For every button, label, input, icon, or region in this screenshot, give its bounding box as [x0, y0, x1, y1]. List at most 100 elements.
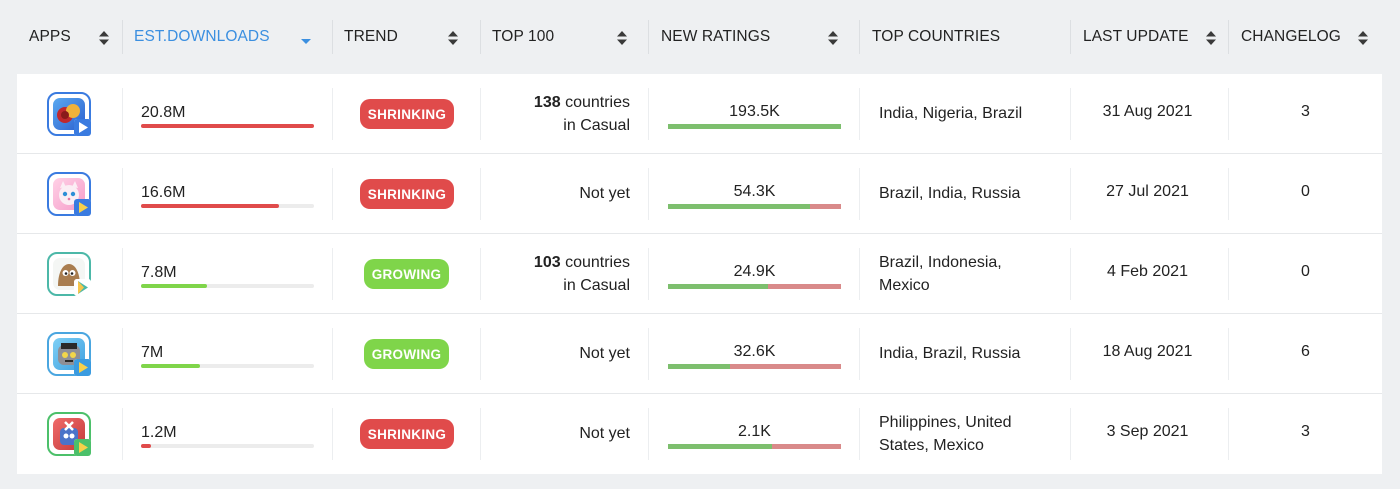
ratings-value: 2.1K — [738, 423, 771, 440]
table-row[interactable]: 7M GROWING Not yet 32.6K India, Brazil, … — [17, 314, 1382, 394]
downloads-bar — [141, 444, 314, 448]
downloads-bar-fill — [141, 124, 314, 128]
trend-badge: SHRINKING — [360, 99, 454, 129]
top-countries-line: Philippines, United — [879, 414, 1012, 431]
changelog-count[interactable]: 6 — [1301, 343, 1310, 360]
top100-suffix: countries — [560, 254, 630, 271]
downloads-bar-fill — [141, 204, 280, 208]
cell-divider — [1228, 248, 1229, 300]
column-header-top100[interactable]: TOP 100 — [480, 0, 648, 74]
column-header-changelog-label: CHANGELOG — [1241, 28, 1341, 45]
column-header-trend[interactable]: TREND — [332, 0, 480, 74]
table-row[interactable]: 20.8M SHRINKING 138 countries in Casual 1… — [17, 74, 1382, 154]
pou-icon[interactable] — [47, 252, 91, 296]
top100-value: Not yet — [579, 185, 630, 202]
top-countries: Philippines, United States, Mexico — [879, 411, 1059, 457]
cell-divider — [480, 168, 481, 220]
header-divider — [1070, 20, 1071, 54]
cell-divider — [648, 88, 649, 140]
ratings-bar — [668, 364, 841, 369]
cell-divider — [480, 408, 481, 460]
cell-divider — [122, 88, 123, 140]
ratings-bar-positive — [668, 364, 731, 369]
downloads-bar-fill — [141, 284, 207, 288]
column-header-trend-label: TREND — [344, 28, 398, 45]
cell-divider — [859, 248, 860, 300]
top100-category: in Casual — [563, 277, 630, 294]
sort-icon[interactable] — [617, 31, 627, 45]
column-header-apps[interactable]: APPS — [17, 0, 122, 74]
downloads-bar — [141, 204, 314, 208]
cell-divider — [480, 248, 481, 300]
header-divider — [859, 20, 860, 54]
trend-badge: SHRINKING — [360, 179, 454, 209]
cell-divider — [648, 408, 649, 460]
top-countries-line: Mexico — [879, 277, 930, 294]
header-divider — [480, 20, 481, 54]
cell-divider — [648, 168, 649, 220]
column-header-ratings[interactable]: NEW RATINGS — [649, 0, 859, 74]
changelog-count[interactable]: 0 — [1301, 263, 1310, 280]
ratings-bar — [668, 124, 841, 129]
trend-badge: GROWING — [364, 259, 449, 289]
table-header: APPS EST.DOWNLOADS TREND TOP 100 NEW RAT… — [0, 0, 1400, 74]
table-row[interactable]: 1.2M SHRINKING Not yet 2.1K Philippines,… — [17, 394, 1382, 474]
cell-divider — [1070, 88, 1071, 140]
top100-value: 103 countries in Casual — [480, 251, 630, 297]
downloads-bar — [141, 364, 314, 368]
column-header-ratings-label: NEW RATINGS — [661, 28, 771, 45]
sort-icon[interactable] — [448, 31, 458, 45]
downloads-value: 7M — [141, 344, 164, 361]
sort-icon[interactable] — [99, 31, 109, 45]
cell-divider — [1070, 408, 1071, 460]
top100-value: Not yet — [579, 345, 630, 362]
downloads-bar-fill — [141, 364, 200, 368]
downloads-bar — [141, 124, 314, 128]
top100-value: 138 countries in Casual — [480, 91, 630, 137]
cell-divider — [122, 168, 123, 220]
top-countries: Brazil, India, Russia — [879, 185, 1021, 202]
column-header-downloads[interactable]: EST.DOWNLOADS — [122, 0, 332, 74]
top-countries-line: Brazil, Indonesia, — [879, 254, 1002, 271]
column-header-changelog[interactable]: CHANGELOG — [1229, 0, 1382, 74]
top100-count: 138 — [533, 94, 561, 111]
cell-divider — [859, 168, 860, 220]
header-divider — [648, 20, 649, 54]
sort-icon[interactable] — [1206, 31, 1216, 45]
cell-divider — [1070, 328, 1071, 380]
cell-divider — [1228, 408, 1229, 460]
top-countries: Brazil, Indonesia, Mexico — [879, 251, 1059, 297]
column-header-last-update-label: LAST UPDATE — [1083, 28, 1189, 45]
cell-divider — [859, 408, 860, 460]
cell-divider — [332, 168, 333, 220]
sort-descending-icon[interactable] — [301, 31, 311, 45]
table-row[interactable]: 16.6M SHRINKING Not yet 54.3K Brazil, In… — [17, 154, 1382, 234]
cell-divider — [1070, 248, 1071, 300]
changelog-count[interactable]: 0 — [1301, 183, 1310, 200]
column-header-last-update[interactable]: LAST UPDATE — [1071, 0, 1228, 74]
column-header-countries: TOP COUNTRIES — [860, 0, 1070, 74]
ratings-bar — [668, 204, 841, 209]
sort-icon[interactable] — [1358, 31, 1368, 45]
sort-icon[interactable] — [828, 31, 838, 45]
talking-tom-icon[interactable] — [47, 332, 91, 376]
table-body: 20.8M SHRINKING 138 countries in Casual 1… — [17, 74, 1382, 474]
column-header-apps-label: APPS — [29, 28, 71, 45]
top-countries-line: States, Mexico — [879, 437, 984, 454]
changelog-count[interactable]: 3 — [1301, 103, 1310, 120]
ratings-bar-positive — [668, 444, 772, 449]
monster-game-icon[interactable] — [47, 412, 91, 456]
cell-divider — [1228, 168, 1229, 220]
cell-divider — [1070, 168, 1071, 220]
candy-game-icon[interactable] — [47, 92, 91, 136]
table-row[interactable]: 7.8M GROWING 103 countries in Casual 24.9… — [17, 234, 1382, 314]
ratings-bar-positive — [668, 124, 841, 129]
ratings-bar-positive — [668, 204, 810, 209]
downloads-value: 7.8M — [141, 264, 177, 281]
changelog-count[interactable]: 3 — [1301, 423, 1310, 440]
cell-divider — [648, 328, 649, 380]
talking-angela-icon[interactable] — [47, 172, 91, 216]
ratings-bar — [668, 284, 841, 289]
header-divider — [332, 20, 333, 54]
top-countries: India, Brazil, Russia — [879, 345, 1021, 362]
